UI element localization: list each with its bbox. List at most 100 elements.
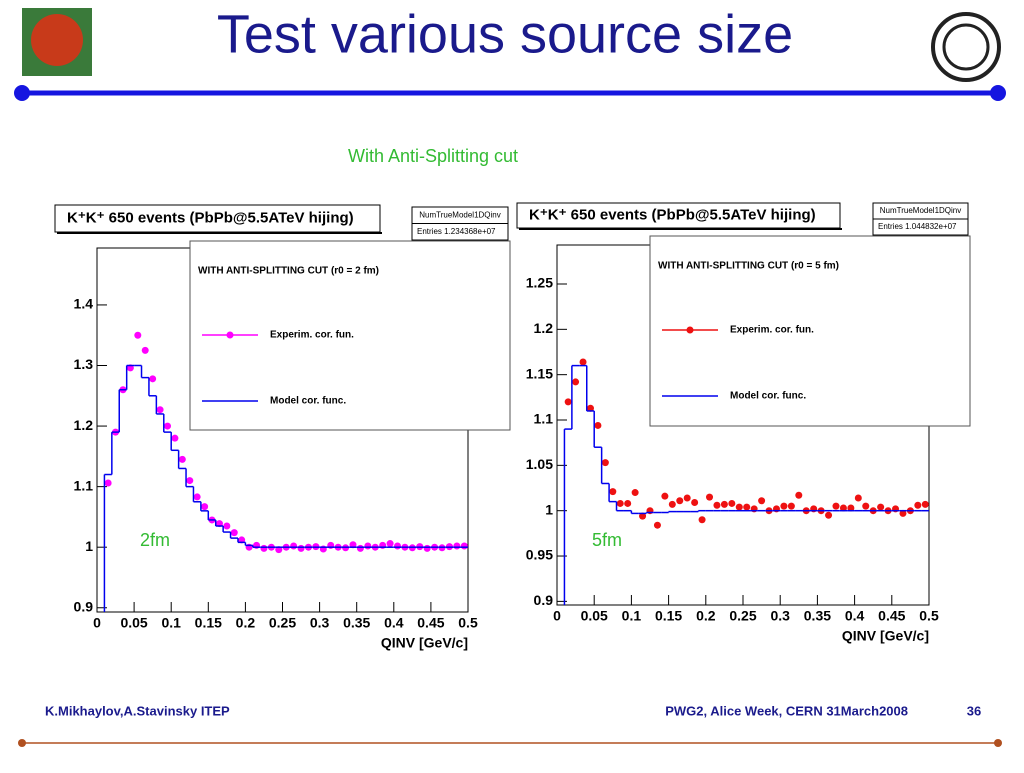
data-point [661,492,669,500]
data-point [691,499,699,507]
data-point [787,502,795,510]
x-tick-label: 0 [553,608,561,624]
data-point [720,500,728,508]
annotation: 5fm [592,530,622,550]
data-point [832,502,840,510]
data-point [676,497,684,505]
stats-entries: Entries 1.234368e+07 [417,227,496,236]
y-tick-label: 0.95 [526,547,553,563]
x-tick-label: 0.45 [878,608,905,624]
x-tick-label: 0.3 [770,608,790,624]
data-point [134,331,142,339]
x-tick-label: 0.2 [236,615,256,631]
y-tick-label: 1.2 [534,320,554,336]
data-point [825,511,833,519]
x-tick-label: 0.25 [269,615,296,631]
x-tick-label: 0.45 [417,615,444,631]
x-tick-label: 0 [93,615,101,631]
footer-left: K.Mikhaylov,A.Stavinsky ITEP [45,703,230,718]
data-point [156,406,164,414]
page-number: 36 [967,703,981,718]
data-point [653,521,661,529]
data-point [297,544,305,552]
data-point [163,422,171,430]
data-point [616,499,624,507]
legend-marker [226,331,234,339]
data-point [141,346,149,354]
data-point [899,509,907,517]
chart-title: K⁺K⁺ 650 events (PbPb@5.5ATeV hijing) [529,206,816,223]
title-box [516,202,841,229]
x-axis-label: QINV [GeV/c] [381,635,468,651]
y-tick-label: 1.1 [534,411,554,427]
y-tick-label: 0.9 [74,598,94,614]
data-point [201,503,209,511]
y-tick-label: 1 [545,501,553,517]
data-point [171,434,179,442]
rule-dot [18,739,26,747]
x-tick-label: 0.1 [622,608,642,624]
data-point [735,503,743,511]
data-point [601,459,609,467]
annotation: 2fm [140,530,170,550]
rule-dot [14,85,30,101]
data-point [594,421,602,429]
data-point [758,497,766,505]
data-point [223,522,231,530]
data-point [854,494,862,502]
data-point [230,529,238,537]
data-point [877,503,885,511]
x-tick-label: 0.5 [458,615,478,631]
data-point [394,542,402,550]
data-point [260,544,268,552]
x-tick-label: 0.2 [696,608,716,624]
x-tick-label: 0.05 [581,608,608,624]
data-point [795,491,803,499]
chart-title: K⁺K⁺ 650 events (PbPb@5.5ATeV hijing) [67,209,354,226]
data-point [914,501,922,509]
data-point [631,489,639,497]
stats-entries: Entries 1.044832e+07 [878,222,957,231]
legend-marker [686,326,694,334]
x-tick-label: 0.4 [845,608,865,624]
x-tick-label: 0.3 [310,615,330,631]
data-point [780,502,788,510]
y-tick-label: 1.25 [526,275,553,291]
stats-name: NumTrueModel1DQinv [419,210,501,219]
data-point [862,502,870,510]
data-point [356,544,364,552]
rule-dot [990,85,1006,101]
title-shadow [57,232,382,234]
data-point [683,494,691,502]
y-tick-label: 1.2 [74,417,94,433]
x-tick-label: 0.4 [384,615,404,631]
data-point [921,500,929,508]
legend-label: Model cor. func. [270,396,346,407]
legend-box [649,235,971,427]
data-point [706,493,714,501]
data-point [728,499,736,507]
title-shadow [519,228,842,230]
data-point [104,479,112,487]
x-tick-label: 0.15 [195,615,222,631]
data-point [186,477,194,485]
data-point [178,455,186,463]
footer-right: PWG2, Alice Week, CERN 31March2008 [665,703,908,718]
data-point [713,501,721,509]
data-point [149,375,157,383]
data-point [743,503,751,511]
data-point [847,504,855,512]
logo-circle [31,14,83,66]
data-point [609,488,617,496]
legend-title: WITH ANTI-SPLITTING CUT (r0 = 5 fm) [658,261,839,272]
x-tick-label: 0.1 [161,615,181,631]
rule-dot [994,739,1002,747]
legend-label: Experim. cor. fun. [270,330,354,341]
data-point [668,500,676,508]
x-tick-label: 0.25 [729,608,756,624]
y-tick-label: 1.05 [526,456,553,472]
y-tick-label: 0.9 [534,592,554,608]
x-tick-label: 0.5 [919,608,939,624]
data-point [579,358,587,366]
data-point [423,544,431,552]
